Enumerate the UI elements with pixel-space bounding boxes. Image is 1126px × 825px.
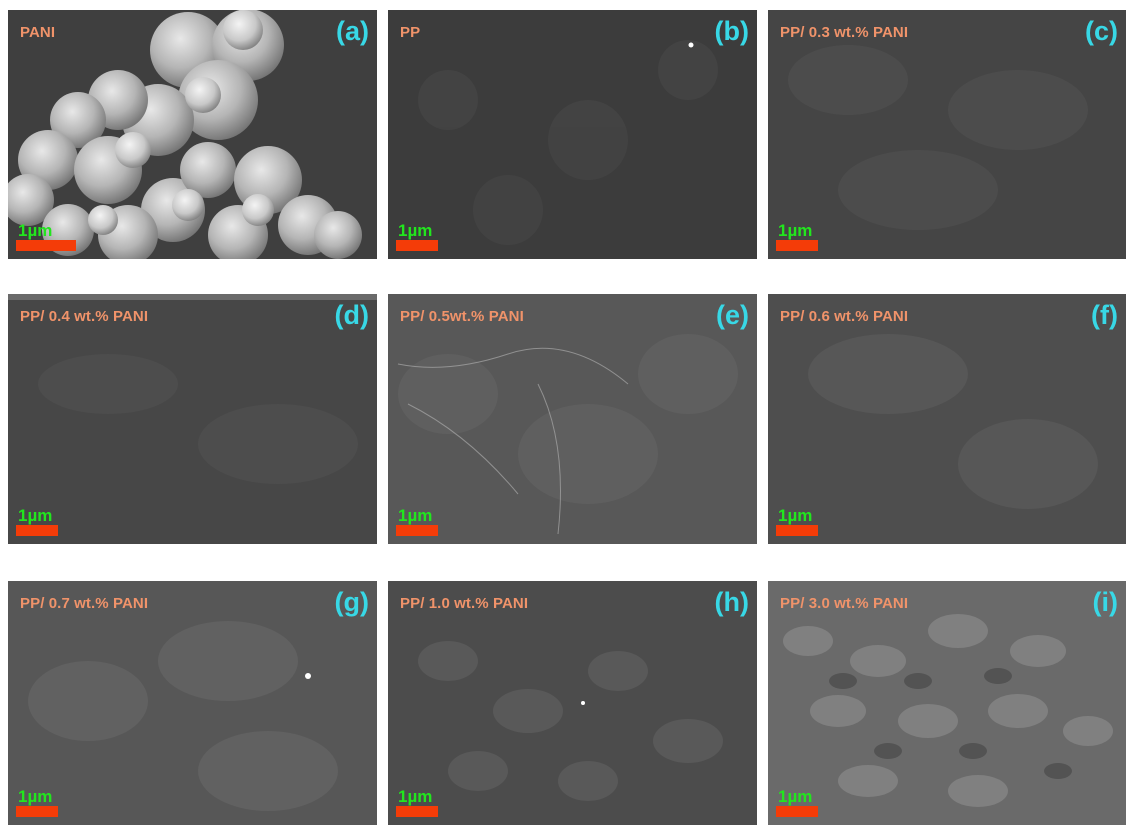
- scale-label: 1µm: [18, 221, 53, 240]
- panel-letter: (c): [1085, 16, 1118, 46]
- sem-panel-c: PP/ 0.3 wt.% PANI (c) 1µm: [768, 10, 1126, 259]
- sem-panel-f: PP/ 0.6 wt.% PANI (f) 1µm: [768, 294, 1126, 544]
- scale-label: 1µm: [778, 787, 813, 806]
- sem-image-pp-0-4: [8, 294, 377, 544]
- sem-image-pp-0-3: [768, 10, 1126, 259]
- panel-caption: PP/ 0.3 wt.% PANI: [780, 24, 909, 41]
- sem-image-pp: [388, 10, 757, 259]
- scale-label: 1µm: [778, 221, 813, 240]
- sem-image-pp-1-0: [388, 581, 757, 825]
- panel-letter: (g): [334, 587, 369, 617]
- panel-caption: PP/ 3.0 wt.% PANI: [780, 595, 909, 612]
- sem-panel-g: PP/ 0.7 wt.% PANI (g) 1µm: [8, 581, 377, 825]
- sem-image-pp-0-5: [388, 294, 757, 544]
- panel-letter: (a): [336, 16, 369, 46]
- scale-label: 1µm: [398, 221, 433, 240]
- scale-bar: [396, 525, 438, 536]
- scale-label: 1µm: [18, 787, 53, 806]
- scale-bar: [776, 806, 818, 817]
- panel-caption: PP/ 0.7 wt.% PANI: [20, 595, 149, 612]
- sem-panel-e: PP/ 0.5wt.% PANI (e) 1µm: [388, 294, 757, 544]
- panel-caption: PP/ 1.0 wt.% PANI: [400, 595, 529, 612]
- panel-letter: (d): [334, 300, 369, 330]
- sem-panel-i: PP/ 3.0 wt.% PANI (i) 1µm: [768, 581, 1126, 825]
- panel-caption: PP: [400, 24, 421, 41]
- scale-bar: [396, 240, 438, 251]
- sem-panel-d: PP/ 0.4 wt.% PANI (d) 1µm: [8, 294, 377, 544]
- sem-image-pani: [8, 10, 377, 259]
- panel-caption: PP/ 0.5wt.% PANI: [400, 308, 524, 325]
- scale-label: 1µm: [18, 506, 53, 525]
- scale-bar: [16, 240, 76, 251]
- panel-letter: (h): [714, 587, 749, 617]
- sem-image-pp-3-0: [768, 581, 1126, 825]
- sem-image-pp-0-6: [768, 294, 1126, 544]
- panel-letter: (e): [716, 300, 749, 330]
- panel-caption: PP/ 0.4 wt.% PANI: [20, 308, 149, 325]
- sem-panel-b: PP (b) 1µm: [388, 10, 757, 259]
- panel-caption: PP/ 0.6 wt.% PANI: [780, 308, 909, 325]
- sem-panel-h: PP/ 1.0 wt.% PANI (h) 1µm: [388, 581, 757, 825]
- panel-caption: PANI: [20, 24, 56, 41]
- sem-panel-a: PANI (a) 1µm: [8, 10, 377, 259]
- panel-letter: (i): [1092, 587, 1118, 617]
- scale-bar: [776, 525, 818, 536]
- scale-bar: [16, 806, 58, 817]
- scale-bar: [16, 525, 58, 536]
- panel-letter: (b): [714, 16, 749, 46]
- scale-label: 1µm: [778, 506, 813, 525]
- panel-letter: (f): [1091, 300, 1118, 330]
- scale-label: 1µm: [398, 787, 433, 806]
- scale-bar: [396, 806, 438, 817]
- scale-bar: [776, 240, 818, 251]
- scale-label: 1µm: [398, 506, 433, 525]
- sem-image-pp-0-7: [8, 581, 377, 825]
